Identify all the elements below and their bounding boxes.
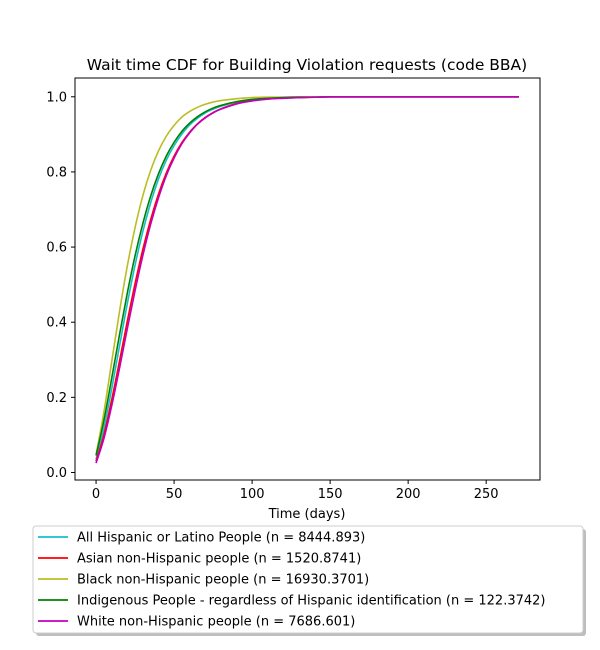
y-axis: 0.0 0.2 0.4 0.6 0.8 1.0 [46, 90, 75, 481]
x-axis: 0 50 100 150 200 250 [92, 480, 499, 502]
x-tick-label: 250 [474, 487, 499, 502]
series-line [95, 95, 519, 464]
x-axis-label: Time (days) [268, 507, 346, 522]
y-tick-label: 0.0 [46, 466, 67, 481]
legend-label: White non-Hispanic people (n = 7686.601) [77, 615, 355, 630]
legend: All Hispanic or Latino People (n = 8444.… [32, 525, 586, 636]
x-tick-label: 200 [396, 487, 421, 502]
plot-area [74, 77, 541, 481]
y-tick-label: 1.0 [46, 90, 67, 105]
legend-label: Indigenous People - regardless of Hispan… [77, 594, 546, 609]
x-tick-label: 0 [92, 487, 100, 502]
legend-label: Black non-Hispanic people (n = 16930.370… [77, 573, 369, 588]
x-tick-label: 50 [166, 487, 183, 502]
x-tick-label: 100 [240, 487, 265, 502]
chart-title: Wait time CDF for Building Violation req… [87, 56, 527, 74]
series-lines [95, 95, 519, 464]
y-tick-label: 0.6 [46, 241, 67, 256]
legend-label: All Hispanic or Latino People (n = 8444.… [77, 531, 365, 546]
legend-box [32, 525, 584, 634]
y-tick-label: 0.8 [46, 165, 67, 180]
legend-label: Asian non-Hispanic people (n = 1520.8741… [77, 552, 361, 567]
y-tick-label: 0.4 [46, 316, 67, 331]
y-tick-label: 0.2 [46, 391, 67, 406]
x-tick-label: 150 [318, 487, 343, 502]
legend-items: All Hispanic or Latino People (n = 8444.… [38, 531, 546, 630]
